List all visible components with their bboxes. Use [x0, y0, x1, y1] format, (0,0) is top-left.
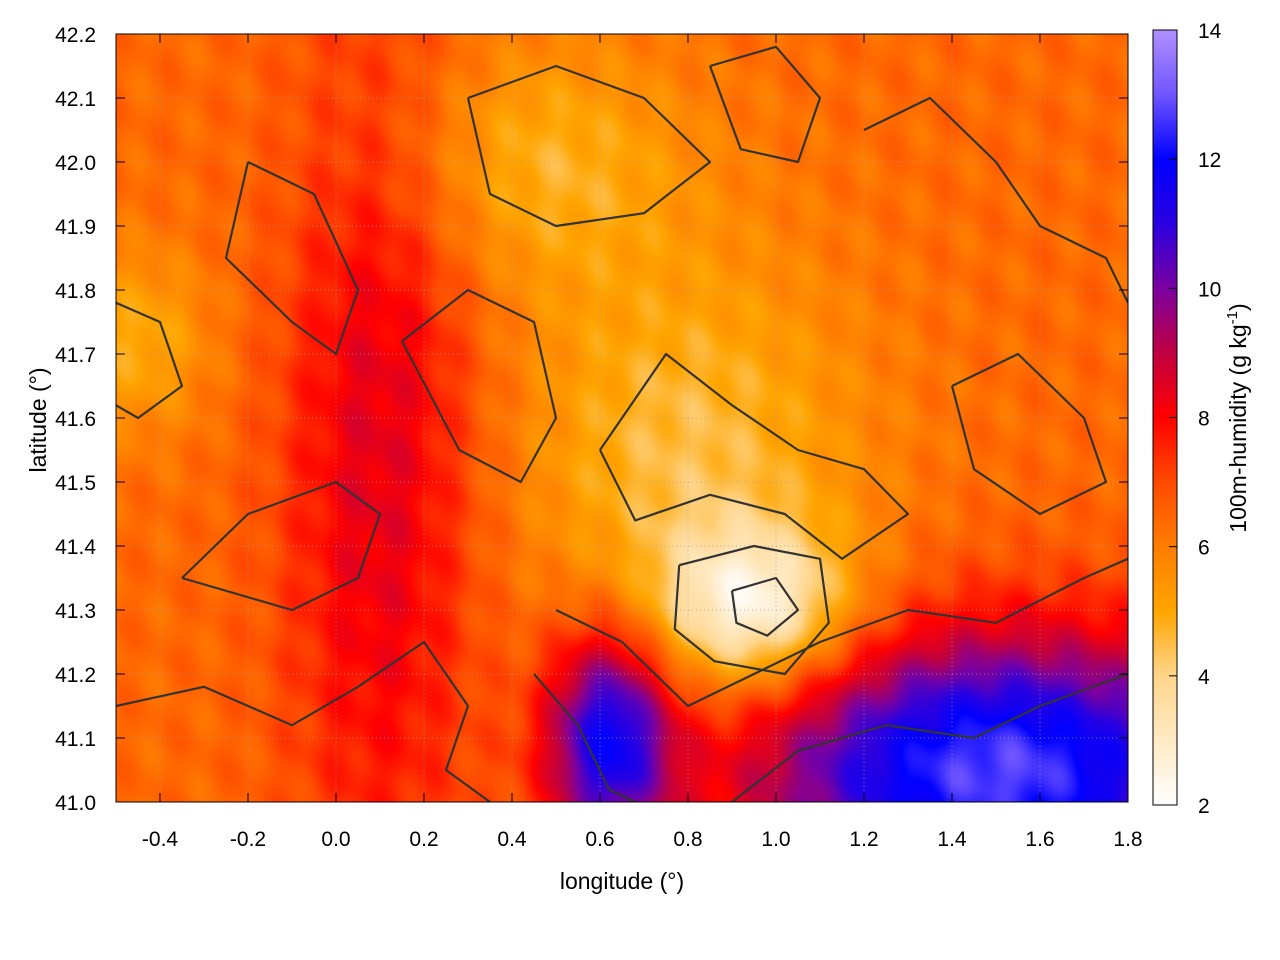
x-tick-label-5: 0.6 [585, 828, 614, 851]
x-tick-label-10: 1.6 [1025, 828, 1054, 851]
grid-lines [116, 33, 1129, 803]
colorbar-tick-label-1: 4 [1198, 666, 1210, 689]
x-tick-label-6: 0.8 [673, 828, 702, 851]
x-tick-label-7: 1.0 [761, 828, 790, 851]
plot-area [115, 33, 1129, 803]
contour-coast-3 [533, 673, 636, 802]
x-tick-label-9: 1.4 [937, 828, 967, 851]
colorbar-tick-label-2: 6 [1198, 537, 1210, 560]
y-tick-label-8: 41.8 [55, 280, 96, 303]
colorbar-label: 100m-humidity (g kg-1) [1224, 303, 1251, 532]
colorbar-label-main: 100m-humidity (g kg [1225, 324, 1251, 532]
x-tick-label-4: 0.4 [497, 828, 527, 851]
x-tick-label-11: 1.8 [1113, 828, 1142, 851]
colorbar: 2 4 6 8 10 12 14 100m-humidity (g kg-1) [1152, 20, 1251, 818]
contour-southwest [116, 640, 491, 802]
x-tick-label-0: -0.4 [142, 828, 179, 851]
x-tick-label-2: 0.0 [321, 828, 350, 851]
y-tick-label-4: 41.4 [55, 536, 96, 559]
colorbar-tick-label-0: 2 [1198, 795, 1210, 818]
contour-east-mid [950, 352, 1108, 516]
y-axis-label: latitude (°) [25, 367, 51, 472]
y-axis-ticks: 41.0 41.1 41.2 41.3 41.4 41.5 41.6 41.7 41.8 41.9… [55, 24, 1128, 815]
x-axis-ticks: -0.4 -0.2 0.0 0.2 0.4 0.6 0.8 1.0 1.2 1.4 1.6 1.8 [142, 34, 1143, 851]
x-tick-label-8: 1.2 [849, 828, 878, 851]
contour-north-1 [466, 64, 712, 228]
y-tick-label-5: 41.5 [55, 472, 96, 495]
y-tick-label-7: 41.7 [55, 344, 96, 367]
contour-central [401, 288, 558, 484]
contour-west-1 [116, 301, 184, 420]
y-tick-label-3: 41.3 [55, 600, 96, 623]
colorbar-ticks: 2 4 6 8 10 12 14 [1169, 20, 1222, 818]
x-tick-label-1: -0.2 [230, 828, 266, 851]
contour-band-south [181, 480, 382, 612]
x-axis-label: longitude (°) [560, 868, 684, 894]
colorbar-tick-label-3: 8 [1198, 408, 1210, 431]
contour-band-west [224, 161, 360, 356]
y-tick-label-2: 41.2 [55, 664, 96, 687]
x-tick-label-3: 0.2 [409, 828, 438, 851]
contour-dry-inner [730, 576, 800, 637]
y-tick-label-10: 42.0 [55, 152, 96, 175]
contour-north-2 [708, 45, 822, 164]
contour-northeast [863, 96, 1128, 304]
colorbar-label-close: ) [1225, 303, 1251, 311]
y-tick-label-9: 41.9 [55, 216, 96, 239]
contour-coast-1 [555, 557, 1128, 708]
contour-lines [116, 45, 1128, 802]
colorbar-label-exponent: -1 [1224, 311, 1241, 324]
y-tick-label-12: 42.2 [55, 24, 96, 47]
y-tick-label-0: 41.0 [55, 792, 96, 815]
colorbar-tick-label-4: 10 [1198, 278, 1221, 301]
colorbar-tick-label-5: 12 [1198, 149, 1221, 172]
y-tick-label-6: 41.6 [55, 408, 96, 431]
y-tick-label-1: 41.1 [55, 728, 96, 751]
contour-coast-2 [731, 672, 1128, 802]
contour-dry-plume [599, 352, 910, 560]
y-tick-label-11: 42.1 [55, 88, 96, 111]
colorbar-tick-label-6: 14 [1198, 20, 1222, 43]
